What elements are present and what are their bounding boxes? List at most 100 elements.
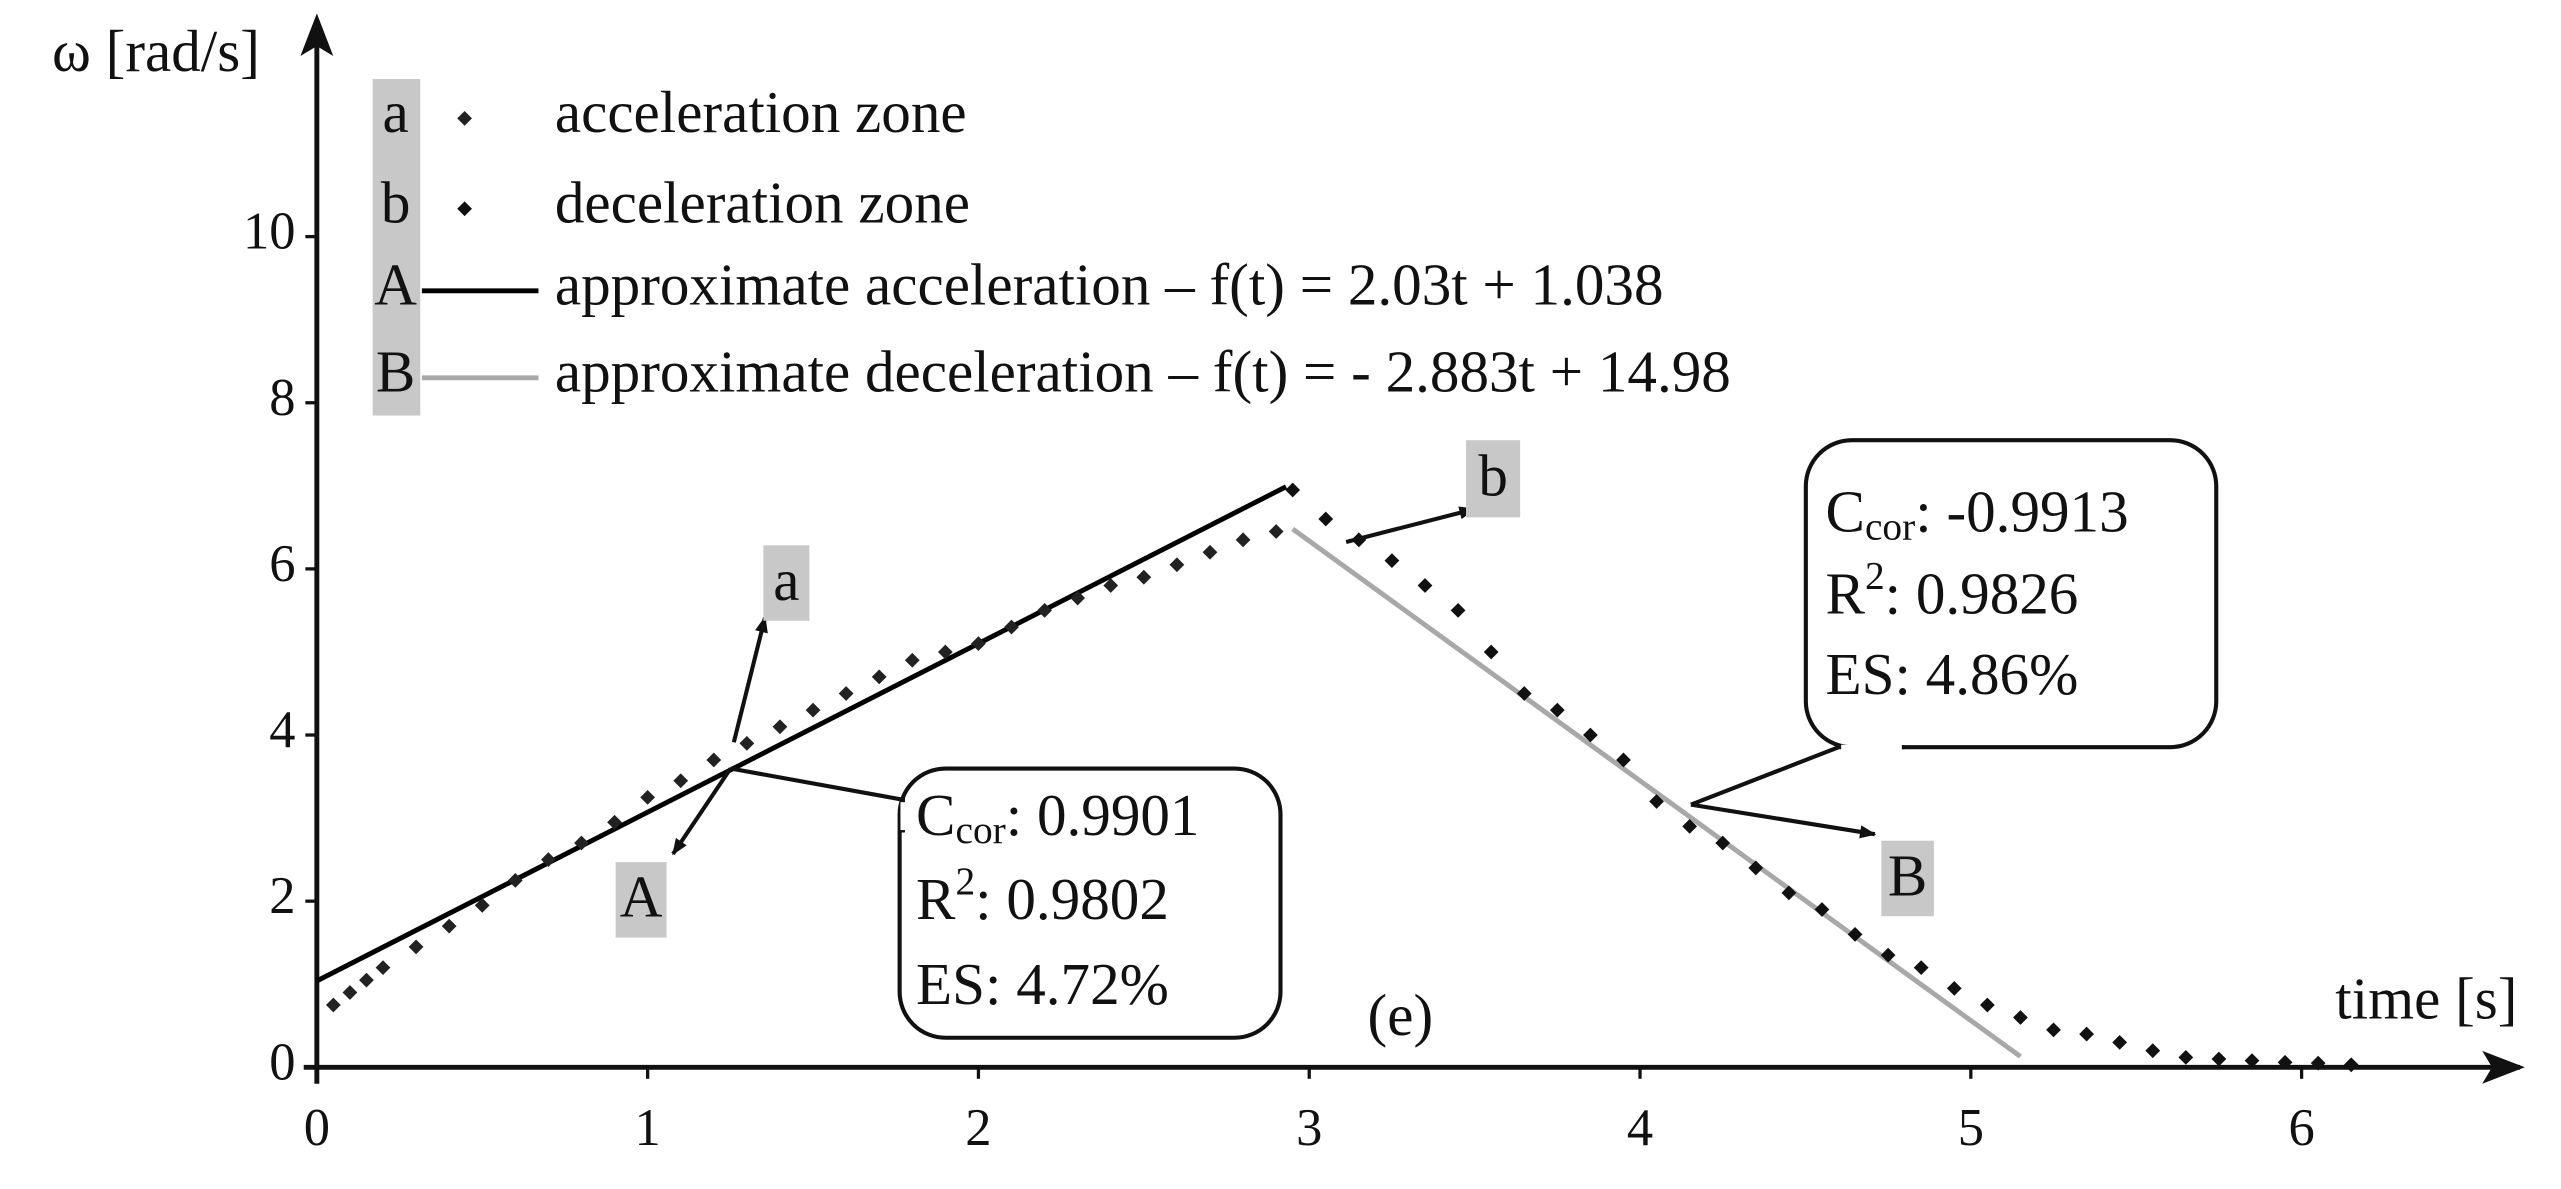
legend-badge: A [374,251,417,317]
data-point [1847,927,1863,942]
data-point [1384,553,1400,568]
callout-label: B [1888,842,1927,908]
stat-value: : 0.9826 [1885,560,2079,626]
legend-label: approximate acceleration – f(t) = 2.03t … [555,251,1664,317]
stat-box [897,766,1283,1040]
data-point [971,636,986,652]
data-point [2112,1034,2128,1050]
y-tick-label: 4 [269,701,295,759]
data-point [1417,578,1433,593]
y-axis-label: ω [rad/s] [52,18,260,84]
stat-line: ES: 4.86% [1826,640,2079,706]
stat-box [1803,438,2219,750]
data-point [1285,482,1301,498]
data-point [2211,1051,2227,1067]
stat-line: Ccor: 0.9901 [916,782,1199,853]
data-point [1070,590,1086,606]
callout-arrow [1690,802,1877,839]
callout-arrow [671,767,733,856]
data-point [1715,835,1731,851]
legend-marker [457,201,472,217]
legend-label: deceleration zone [555,169,970,235]
stat-line: ES: 4.72% [916,951,1169,1017]
y-tick-label: 8 [269,369,295,427]
data-point [1202,544,1218,560]
y-tick-label: 0 [269,1033,295,1091]
panel-label: (e) [1368,982,1434,1048]
x-axis-label: time [s] [2335,965,2517,1031]
legend-badge-bg [372,79,421,416]
data-point [706,752,722,768]
x-tick-label: 5 [1958,1099,1984,1157]
y-tick-label: 6 [269,535,295,593]
x-tick-label: 1 [635,1099,661,1157]
data-point [1483,644,1499,660]
data-point [1814,902,1830,917]
stat-line: Ccor: -0.9913 [1826,478,2129,549]
stat-symbol: C [1826,478,1865,544]
data-point [838,686,854,701]
stat-symbol: R [916,865,956,931]
data-point [2013,1010,2028,1025]
stat-symbol: C [916,782,955,848]
data-point [871,669,887,685]
stat-superscript: 2 [955,859,975,903]
x-tick-label: 0 [304,1099,330,1157]
callout-badge [763,545,810,621]
data-point [375,960,391,976]
data-point [904,652,920,668]
stat-symbol: R [1826,560,1866,626]
callout-arrow [1345,506,1476,544]
stat-symbol: ES: 4.72% [916,951,1169,1017]
data-point [1748,860,1764,876]
callout-label: a [773,547,799,613]
fit-line [1291,527,2022,1059]
data-point [1682,819,1698,834]
data-point [937,644,953,660]
data-point [2310,1055,2326,1071]
data-point [1979,997,1995,1013]
data-point [1946,980,1962,996]
data-point [359,972,374,988]
data-point [673,773,689,789]
data-point [2178,1049,2194,1065]
legend-badge: B [376,338,415,404]
data-point [739,735,755,751]
legend-badge: a [383,79,409,145]
data-point [408,939,424,955]
data-point [2244,1053,2260,1069]
data-point [1004,619,1019,635]
data-point [1913,960,1929,976]
stat-symbol: ES: 4.86% [1826,640,2079,706]
callout-label: A [620,864,663,930]
data-point [1318,511,1334,527]
stat-value: : 0.9901 [1006,782,1200,848]
data-point [1268,524,1284,539]
legend-label: approximate deceleration – f(t) = - 2.88… [555,338,1731,404]
stat-box-pointer [1690,745,1905,807]
x-tick-label: 2 [965,1099,991,1157]
stat-box-pointer [730,766,905,833]
data-point [441,918,457,934]
stat-line: R2: 0.9826 [1826,554,2079,626]
x-tick-label: 3 [1296,1099,1322,1157]
data-point [325,997,341,1013]
stat-subscript: cor [1865,505,1915,549]
legend-label: acceleration zone [555,79,967,145]
data-point [2046,1022,2061,1038]
data-point [1136,569,1152,585]
x-tick-label: 4 [1627,1099,1653,1157]
legend-badge: b [381,169,411,235]
legend-marker [457,111,472,126]
data-point [1781,885,1797,901]
y-tick-label: 10 [243,203,296,261]
x-tick-label: 6 [2288,1099,2314,1157]
callout-badge [1466,440,1521,518]
stat-value: : -0.9913 [1915,478,2128,544]
data-point [1235,532,1251,548]
data-point [2079,1026,2094,1042]
data-point [640,789,656,805]
data-point [2145,1043,2161,1059]
